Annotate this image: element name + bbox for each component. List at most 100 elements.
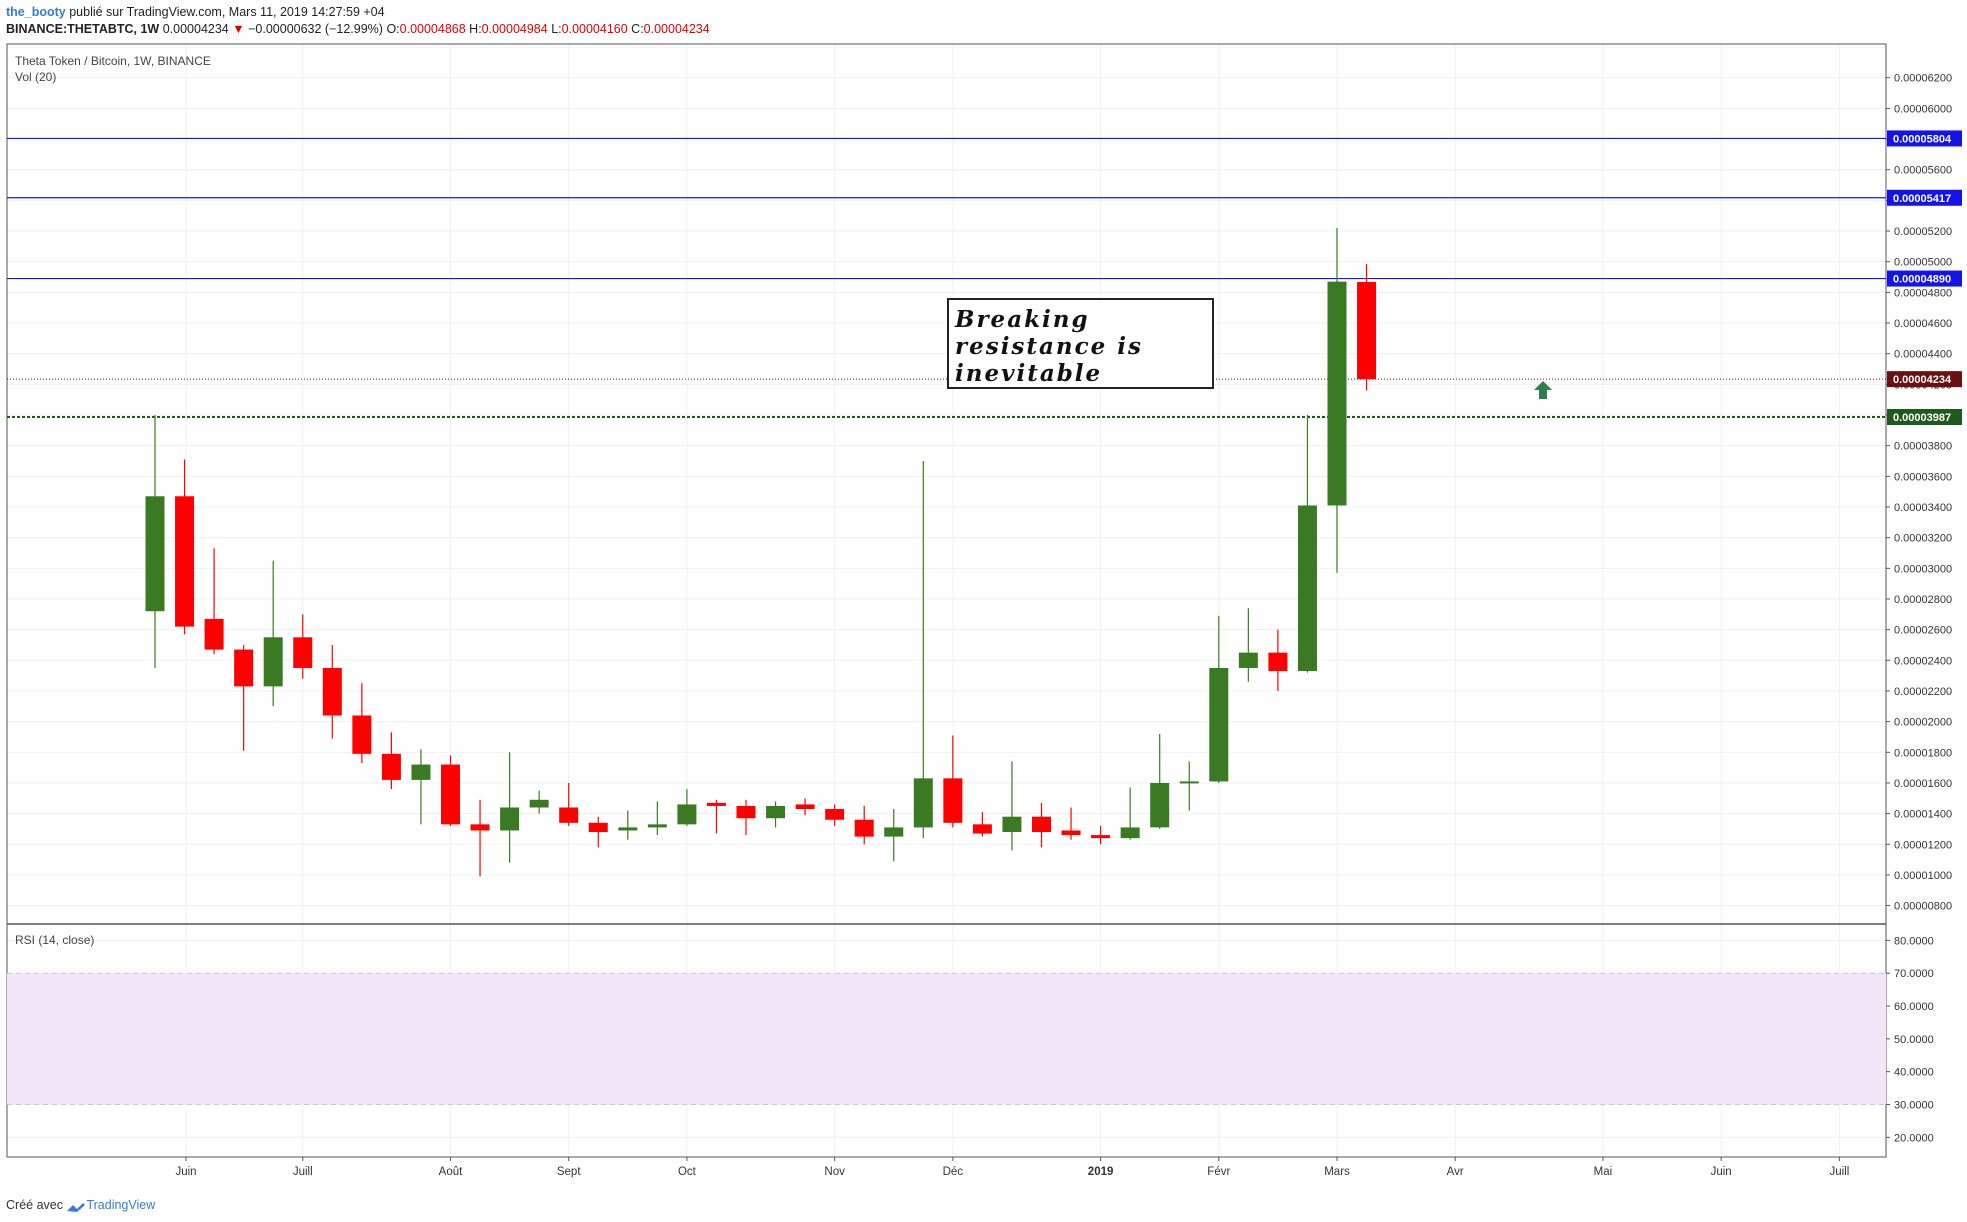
candle-body: [972, 824, 992, 834]
level-tag-bg: [1887, 409, 1962, 426]
level-tag-label: 0.00004234: [1893, 374, 1952, 386]
candle: [234, 644, 254, 751]
symbol-line: BINANCE:THETABTC, 1W 0.00004234 ▼ −0.000…: [6, 22, 710, 36]
candle: [825, 804, 845, 826]
footer: Créé avec TradingView: [6, 1198, 155, 1212]
candle: [647, 801, 667, 836]
price-tick-label: 0.00002000: [1894, 717, 1952, 729]
level-tag-current_price: 0.00004234: [1887, 371, 1962, 388]
level-tag-label: 0.00004890: [1893, 274, 1951, 286]
published-info: publié sur TradingView.com, Mars 11, 201…: [69, 5, 385, 19]
candle-body: [204, 618, 224, 650]
candle-body: [352, 715, 372, 754]
time-tick-label: Juill: [293, 1166, 313, 1178]
price-tick-label: 0.00001200: [1894, 839, 1952, 851]
open-value: 0.00004868: [399, 22, 466, 36]
high-value: 0.00004984: [481, 22, 548, 36]
rsi-tick-label: 60.0000: [1894, 1001, 1934, 1013]
candle-body: [234, 649, 254, 687]
rsi-tick-label: 80.0000: [1894, 935, 1934, 947]
tradingview-logo-icon: [66, 1201, 86, 1212]
close-label: C:: [631, 22, 644, 36]
rsi-band: [7, 972, 1886, 1105]
candle-body: [706, 802, 726, 806]
candle-body: [175, 496, 195, 627]
volume-label[interactable]: Vol (20): [15, 70, 57, 84]
time-tick-label: 2019: [1088, 1166, 1114, 1178]
price-levels: [7, 137, 1886, 419]
candle-body: [766, 805, 786, 819]
time-tick-label: Sept: [557, 1166, 581, 1178]
down-arrow-icon: ▼: [232, 22, 245, 36]
candle: [677, 789, 697, 826]
level-tag-label: 0.00003987: [1893, 412, 1951, 424]
time-tick-label: Juill: [1829, 1166, 1849, 1178]
rsi-band-fill: [7, 973, 1886, 1105]
candle: [1002, 761, 1022, 851]
pane-frame: [6, 43, 1887, 1158]
candle-body: [884, 827, 904, 837]
candle-body: [559, 807, 579, 823]
rsi-axis: 20.0000 30.0000 40.0000 50.0000 60.0000 70.00…: [1886, 935, 1934, 1144]
time-tick-label: Juin: [175, 1166, 196, 1178]
candle-body: [736, 805, 756, 819]
price-tick-label: 0.00002200: [1894, 686, 1952, 698]
time-axis: Juin Juill Août Sept Oct Nov Déc 2019 Févr Mars Av…: [175, 1157, 1849, 1178]
level-tag-bg: [1887, 371, 1962, 388]
created-with-label: Créé avec: [6, 1198, 63, 1212]
price-tick-label: 0.00003000: [1894, 563, 1952, 575]
price-tick-label: 0.00004600: [1894, 318, 1952, 330]
time-tick-label: Mars: [1324, 1166, 1350, 1178]
candle: [263, 560, 283, 707]
level-tag-bg: [1887, 270, 1962, 287]
candle-body: [411, 764, 431, 780]
rsi-label[interactable]: RSI (14, close): [15, 933, 95, 947]
candle: [352, 683, 372, 764]
price-tick-label: 0.00000800: [1894, 901, 1952, 913]
rsi-tick-label: 40.0000: [1894, 1067, 1934, 1079]
price-tick-label: 0.00005000: [1894, 257, 1952, 269]
grid: [7, 44, 1886, 1157]
time-tick-label: Oct: [678, 1166, 697, 1178]
candle-body: [500, 807, 520, 831]
candle: [588, 816, 608, 848]
candle: [795, 798, 815, 816]
candle-body: [293, 637, 313, 668]
candle-body: [618, 827, 638, 831]
annotation-text-box[interactable]: Breaking resistance is inevitable: [947, 298, 1214, 389]
candle-body: [263, 637, 283, 687]
level-tag-bg: [1887, 189, 1962, 206]
candle: [204, 548, 224, 655]
candle-body: [1179, 781, 1199, 784]
time-tick-label: Déc: [943, 1166, 964, 1178]
close-value: 0.00004234: [643, 22, 710, 36]
candle-body: [854, 819, 874, 837]
candle-body: [441, 764, 460, 825]
time-tick-label: Févr: [1207, 1166, 1230, 1178]
rsi-tick-label: 30.0000: [1894, 1099, 1934, 1111]
tradingview-link[interactable]: TradingView: [86, 1198, 156, 1212]
candle: [411, 749, 431, 825]
candle-body: [1268, 652, 1288, 672]
price-tick-label: 0.00001600: [1894, 778, 1952, 790]
price-tick-label: 0.00001400: [1894, 809, 1952, 821]
candle-body: [1002, 816, 1022, 833]
candle: [1268, 629, 1288, 691]
price-tick-label: 0.00002800: [1894, 594, 1952, 606]
level-tag-resistance: 0.00004890: [1887, 270, 1962, 287]
candle: [706, 799, 726, 834]
price-tick-label: 0.00002600: [1894, 625, 1952, 637]
candle-body: [322, 667, 342, 716]
author-link[interactable]: the_booty: [6, 5, 66, 19]
candle: [175, 459, 195, 635]
price-tick-label: 0.00003600: [1894, 471, 1952, 483]
time-tick-label: Mai: [1594, 1166, 1613, 1178]
candle: [322, 644, 342, 739]
high-label: H:: [469, 22, 482, 36]
candle: [529, 790, 549, 814]
candle: [470, 799, 490, 877]
price-tick-label: 0.00004800: [1894, 287, 1952, 299]
level-tag-label: 0.00005417: [1893, 193, 1951, 205]
candle: [913, 461, 933, 839]
